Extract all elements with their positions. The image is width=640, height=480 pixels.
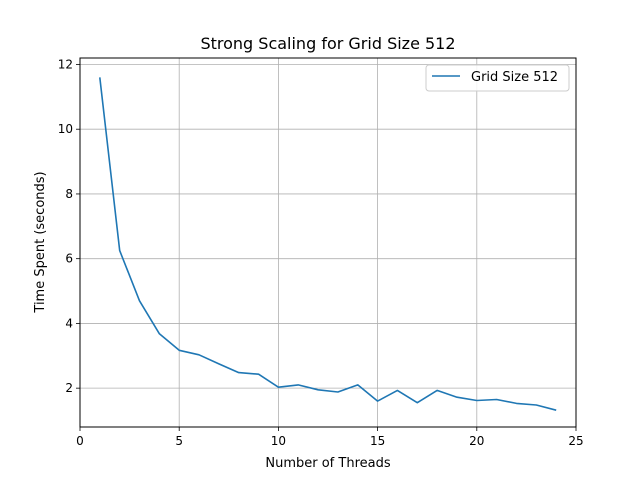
legend-box — [425, 64, 570, 92]
x-tick-label: 15 — [370, 434, 385, 448]
legend-label: Grid Size 512 — [471, 70, 558, 85]
series-layer — [99, 77, 557, 411]
y-tick-label: 2 — [65, 381, 73, 395]
x-tick-label: 20 — [469, 434, 484, 448]
x-tick-label: 10 — [271, 434, 286, 448]
x-tick-label: 5 — [175, 434, 183, 448]
legend: Grid Size 512 — [425, 64, 570, 92]
y-tick-label: 12 — [58, 57, 73, 71]
series-line — [99, 77, 557, 411]
gridlines — [79, 58, 577, 427]
y-tick-label: 8 — [65, 187, 73, 201]
chart-title: Strong Scaling for Grid Size 512 — [200, 34, 455, 53]
x-tick-label: 0 — [76, 434, 84, 448]
y-tick-label: 6 — [65, 252, 73, 266]
ticks: 0 5 10 15 20 25 2 4 6 8 10 12 — [58, 57, 584, 448]
x-axis-label: Number of Threads — [265, 456, 390, 471]
plot-frame — [79, 57, 577, 428]
x-tick-label: 25 — [568, 434, 583, 448]
y-axis-label: Time Spent (seconds) — [33, 171, 48, 313]
y-tick-label: 4 — [65, 316, 73, 330]
y-tick-label: 10 — [58, 122, 73, 136]
